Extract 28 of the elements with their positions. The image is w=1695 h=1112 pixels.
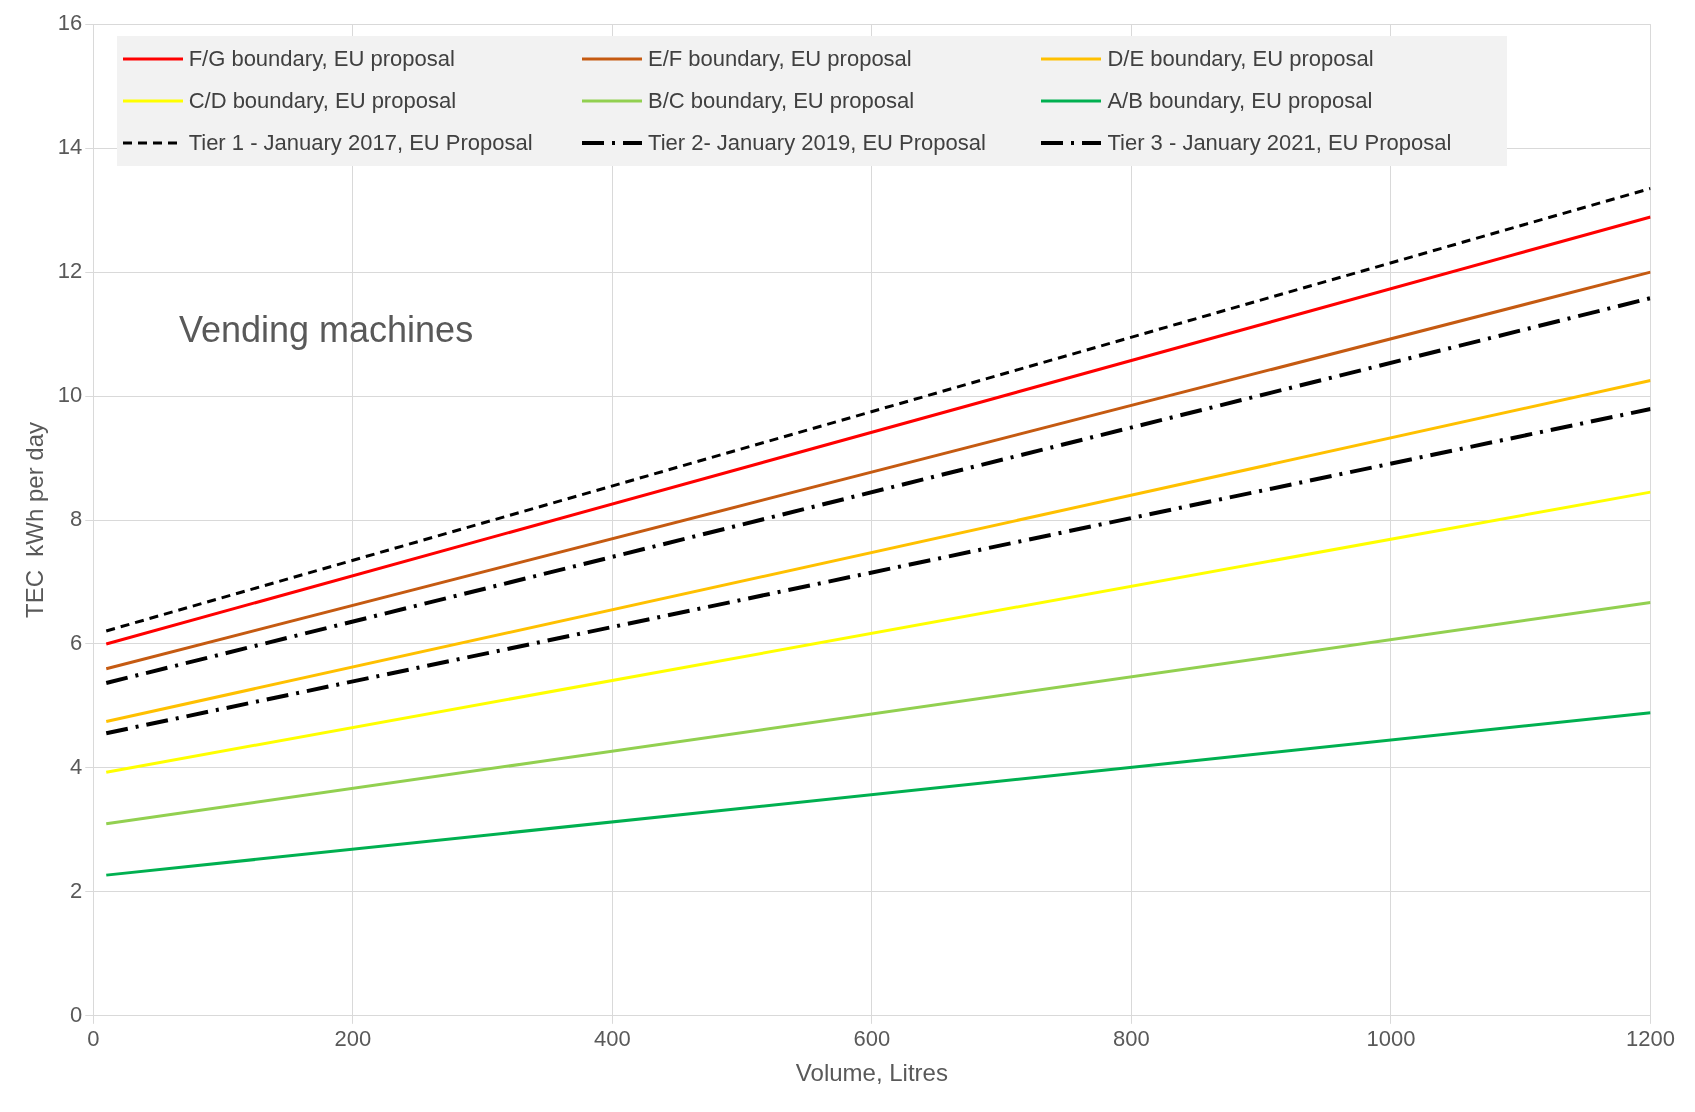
y-tick-label: 14 <box>57 134 83 160</box>
legend-label: F/G boundary, EU proposal <box>188 46 455 73</box>
y-tick-label: 16 <box>57 10 83 36</box>
legend-label: Tier 1 - January 2017, EU Proposal <box>188 130 533 157</box>
x-tick-label: 800 <box>1113 1026 1150 1052</box>
y-tick-label: 10 <box>57 382 83 408</box>
legend-label: E/F boundary, EU proposal <box>648 46 912 73</box>
legend-label: C/D boundary, EU proposal <box>188 88 457 115</box>
x-axis-title: Volume, Litres <box>795 1059 948 1087</box>
legend-label: Tier 3 - January 2021, EU Proposal <box>1107 130 1452 157</box>
x-tick-label: 600 <box>853 1026 891 1052</box>
text: Vending machines <box>178 308 474 350</box>
legend-label: B/C boundary, EU proposal <box>648 88 915 115</box>
y-tick-label: 0 <box>70 1001 83 1027</box>
x-tick-label: 200 <box>334 1026 372 1052</box>
y-tick-label: 4 <box>70 753 83 779</box>
x-tick-label: 1000 <box>1366 1026 1416 1052</box>
y-tick-label: 6 <box>70 630 83 656</box>
legend-label: A/B boundary, EU proposal <box>1107 88 1373 115</box>
y-tick-label: 12 <box>57 258 83 284</box>
y-tick-label: 2 <box>70 877 83 903</box>
x-tick-label: 0 <box>87 1026 100 1052</box>
y-axis-title: TEC kWh per day <box>21 421 49 619</box>
legend-label: D/E boundary, EU proposal <box>1107 46 1374 73</box>
y-tick-label: 8 <box>70 506 83 532</box>
legend-label: Tier 2- January 2019, EU Proposal <box>648 130 986 157</box>
x-tick-label: 400 <box>594 1026 631 1052</box>
x-tick-label: 1200 <box>1626 1026 1676 1052</box>
